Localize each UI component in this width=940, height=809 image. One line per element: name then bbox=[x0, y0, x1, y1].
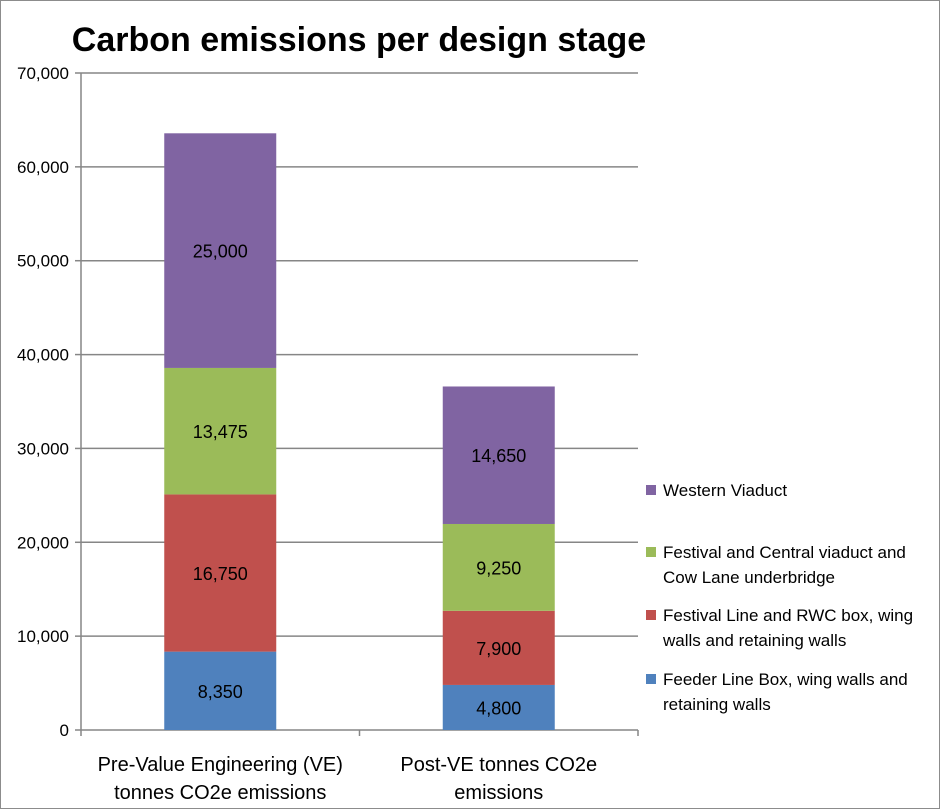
legend-label: Cow Lane underbridge bbox=[663, 568, 835, 587]
y-tick-label: 10,000 bbox=[17, 627, 69, 646]
bar-segment bbox=[442, 386, 555, 524]
bar-segment bbox=[442, 684, 555, 730]
chart-title: Carbon emissions per design stage bbox=[72, 21, 646, 59]
legend-swatch bbox=[646, 485, 656, 495]
x-category-label: emissions bbox=[454, 782, 543, 804]
bar-segment bbox=[164, 494, 277, 652]
bar-segment bbox=[164, 367, 277, 495]
bar-segment bbox=[442, 523, 555, 611]
bar-segment bbox=[442, 610, 555, 685]
legend-label: walls and retaining walls bbox=[662, 631, 846, 650]
legend-label: Festival and Central viaduct and bbox=[663, 543, 906, 562]
x-category-label: Post-VE tonnes CO2e bbox=[400, 754, 597, 776]
legend-label: Western Viaduct bbox=[663, 481, 787, 500]
data-label: 25,000 bbox=[193, 242, 248, 262]
y-tick-label: 70,000 bbox=[17, 64, 69, 83]
y-tick-label: 30,000 bbox=[17, 439, 69, 458]
data-label: 14,650 bbox=[471, 446, 526, 466]
legend-label: Feeder Line Box, wing walls and bbox=[663, 670, 908, 689]
y-tick-label: 60,000 bbox=[17, 158, 69, 177]
legend: Western Viaduct Festival and Central viad… bbox=[646, 481, 913, 714]
data-label: 16,750 bbox=[193, 564, 248, 584]
x-category-label: tonnes CO2e emissions bbox=[114, 782, 326, 804]
data-label: 4,800 bbox=[476, 698, 521, 718]
data-label: 9,250 bbox=[476, 558, 521, 578]
legend-swatch bbox=[646, 610, 656, 620]
bar-segment bbox=[164, 651, 277, 730]
bar-segment bbox=[164, 133, 277, 368]
legend-label: retaining walls bbox=[663, 695, 771, 714]
y-tick-label: 20,000 bbox=[17, 533, 69, 552]
data-label: 8,350 bbox=[198, 682, 243, 702]
legend-swatch bbox=[646, 674, 656, 684]
legend-swatch bbox=[646, 547, 656, 557]
x-category-label: Pre-Value Engineering (VE) bbox=[98, 754, 343, 776]
y-tick-label: 0 bbox=[60, 721, 69, 740]
bars: 8,350 16,750 13,475 25,000 4,800 7,900 9,250 14… bbox=[164, 133, 555, 730]
data-label: 13,475 bbox=[193, 422, 248, 442]
data-label: 7,900 bbox=[476, 639, 521, 659]
legend-label: Festival Line and RWC box, wing bbox=[663, 606, 913, 625]
y-tick-label: 50,000 bbox=[17, 252, 69, 271]
y-tick-label: 40,000 bbox=[17, 346, 69, 365]
